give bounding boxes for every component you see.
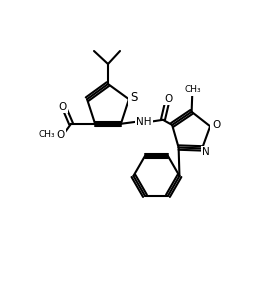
Text: S: S [130,91,138,104]
Text: CH₃: CH₃ [38,130,55,139]
Text: O: O [212,120,220,130]
Text: N: N [202,147,210,157]
Text: CH₃: CH₃ [185,85,202,94]
Text: O: O [58,102,66,112]
Text: O: O [56,130,64,140]
Text: NH: NH [136,117,152,127]
Text: O: O [165,94,173,104]
